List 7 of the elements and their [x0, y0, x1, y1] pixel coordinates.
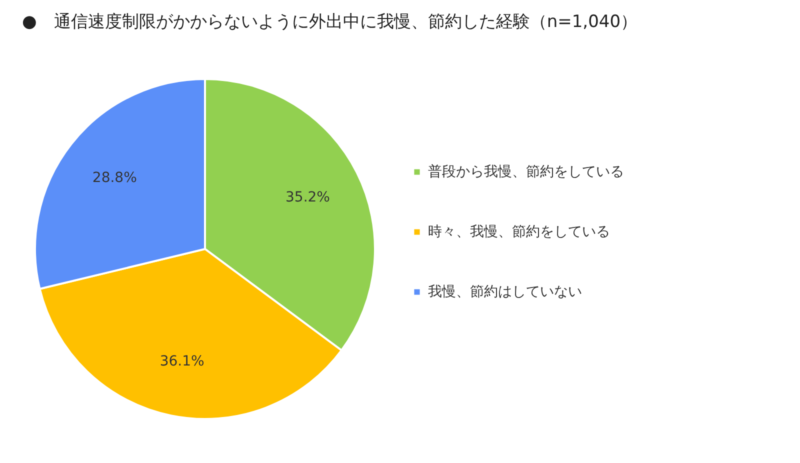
- data-label: 36.1%: [160, 354, 204, 370]
- legend-label: 時々、我慢、節約をしている: [428, 224, 610, 240]
- legend-label: 普段から我慢、節約をしている: [428, 163, 624, 180]
- legend-label: 我慢、節約はしていない: [428, 284, 582, 300]
- chart-title: ● 通信速度制限がかからないように外出中に我慢、節約した経験（n=1,040）: [22, 12, 638, 32]
- data-label: 35.2%: [285, 189, 330, 206]
- data-label: 28.8%: [92, 170, 137, 186]
